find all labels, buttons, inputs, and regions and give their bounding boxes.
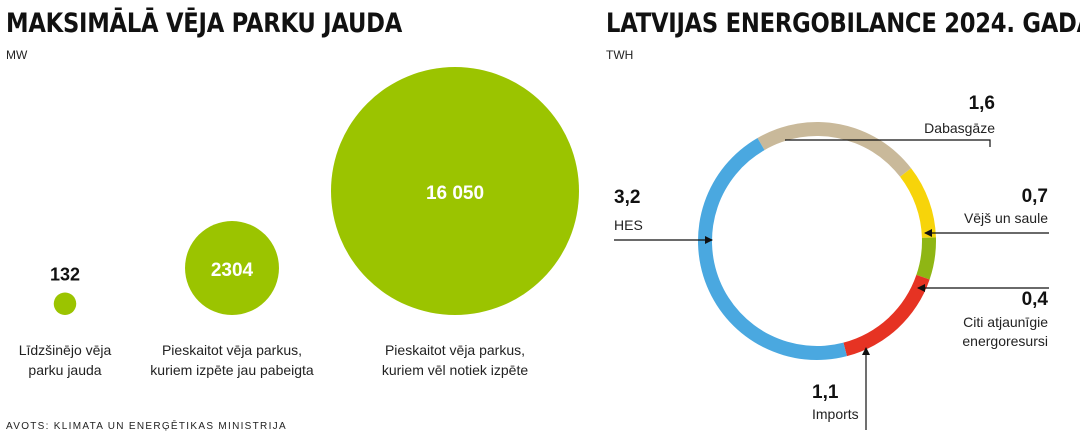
bubble-0 [53,292,77,315]
donut-segment-label-1-0: Vējš un saule [964,210,1048,226]
left-chart-unit: MW [6,48,28,62]
donut-segment-3 [843,274,930,357]
bubble-category-label-0-0: Līdzšinējo vēja [19,342,112,358]
bubble-category-label-2-0: Pieskaitot vēja parkus, [385,342,525,358]
bubble-value-label-1: 2304 [211,260,254,281]
donut-segment-label-3-0: Imports [812,406,859,422]
bubble-value-label-2: 16 050 [426,183,484,204]
left-chart-title: MAKSIMĀLĀ VĒJA PARKU JAUDA [6,8,403,39]
donut-segment-4 [698,137,847,361]
source-note: AVOTS: KLIMATA UN ENERĢĒTIKAS MINISTRIJA [6,421,287,432]
donut-segment-0 [757,122,912,177]
bubble-category-label-1-0: Pieskaitot vēja parkus, [162,342,302,358]
bubble-chart: 132 Līdzšinējo vēja parku jauda 2304 Pieskai… [19,67,579,378]
donut-segment-1 [900,168,936,238]
donut-segment-label-0-0: Dabasgāze [924,120,995,136]
bubble-1 [185,221,279,315]
right-chart-title: LATVIJAS ENERGOBILANCE 2024. GADĀ [606,8,1080,39]
bubble-2 [331,67,579,315]
bubble-value-label-0: 132 [50,265,80,285]
bubble-category-label-2-1: kuriem vēl notiek izpēte [382,362,529,378]
donut-segment-label-2-1: energoresursi [962,333,1048,349]
bubble-category-label-0-1: parku jauda [28,362,101,378]
donut-value-label-1: 0,7 [1022,186,1048,207]
donut-segment-2 [916,237,936,280]
donut-segment-label-2-0: Citi atjaunīgie [963,314,1048,330]
donut-value-label-4: 3,2 [614,187,640,208]
donut-leader-line-0 [785,139,991,147]
right-chart-unit: TWH [606,48,634,62]
donut-segment-label-4-0: HES [614,217,643,233]
donut-value-label-2: 0,4 [1022,289,1049,310]
bubble-category-label-1-1: kuriem izpēte jau pabeigta [150,362,314,378]
donut-value-label-3: 1,1 [812,382,839,403]
donut-value-label-0: 1,6 [969,93,995,114]
